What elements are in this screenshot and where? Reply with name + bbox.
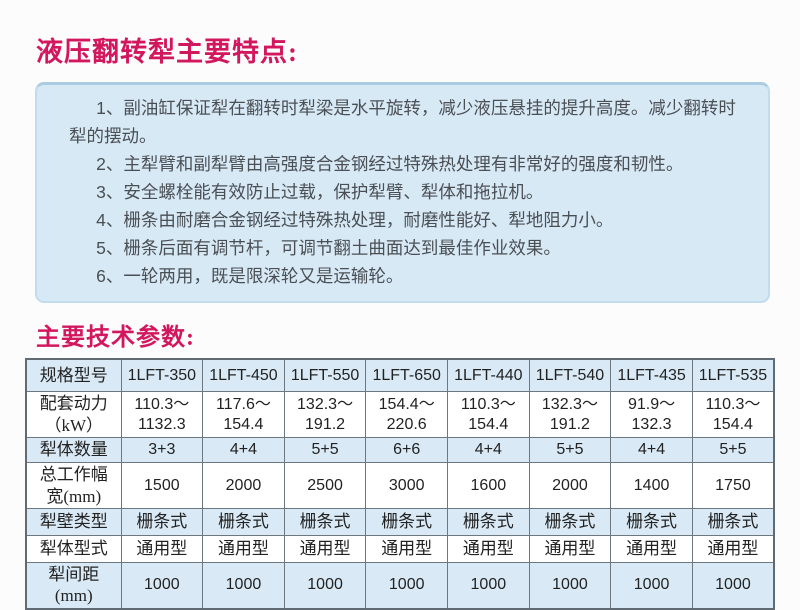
table-cell: 栅条式 (202, 508, 285, 536)
table-cell: 栅条式 (691, 508, 775, 536)
table-row: 总工作幅 宽(mm) 1500 2000 2500 3000 1600 2000 1400 17… (25, 462, 775, 509)
table-cell: 4+4 (610, 437, 693, 463)
table-cell: 通用型 (283, 535, 367, 563)
table-cell: 通用型 (365, 535, 448, 563)
feature-item: 1、副油缸保证犁在翻转时犁梁是水平旋转，减少液压悬挂的提升高度。减少翻转时犁的摆… (69, 98, 736, 146)
table-cell: 132.3～ 191.2 (283, 391, 367, 438)
table-cell: 154.4～ 220.6 (365, 391, 448, 438)
table-header-model: 1LFT-550 (283, 358, 367, 392)
row-label: 犁壁类型 (25, 508, 122, 536)
table-cell: 1000 (610, 562, 693, 609)
table-row: 犁间距 (mm) 1000 1000 1000 1000 1000 1000 1000 1000 (25, 562, 775, 609)
row-label: 配套动力 （kW） (25, 391, 122, 438)
table-cell: 1600 (447, 462, 530, 509)
table-cell: 1000 (447, 562, 530, 609)
feature-item: 3、安全螺栓能有效防止过载，保护犁臂、犁体和拖拉机。 (96, 182, 544, 202)
table-cell: 栅条式 (120, 508, 204, 536)
table-cell: 117.6～ 154.4 (202, 391, 285, 438)
table-header-label: 规格型号 (25, 358, 122, 392)
table-cell: 110.3～ 1132.3 (120, 391, 204, 438)
table-row: 犁壁类型 栅条式 栅条式 栅条式 栅条式 栅条式 栅条式 栅条式 栅条式 (25, 508, 775, 536)
feature-item: 6、一轮两用，既是限深轮又是运输轮。 (96, 266, 404, 286)
table-header-model: 1LFT-350 (120, 358, 204, 392)
table-header-row: 规格型号 1LFT-350 1LFT-450 1LFT-550 1LFT-650 1LFT… (25, 358, 775, 392)
row-label: 总工作幅 宽(mm) (25, 462, 122, 509)
table-header-model: 1LFT-535 (691, 358, 775, 392)
table-cell: 2000 (528, 462, 612, 509)
table-cell: 1400 (610, 462, 693, 509)
table-cell: 2000 (202, 462, 285, 509)
table-cell: 栅条式 (610, 508, 693, 536)
table-cell: 110.3～ 154.4 (691, 391, 775, 438)
table-cell: 通用型 (528, 535, 612, 563)
table-cell: 4+4 (202, 437, 285, 463)
table-header-model: 1LFT-540 (528, 358, 612, 392)
row-label: 犁间距 (mm) (25, 562, 122, 609)
table-cell: 1500 (120, 462, 204, 509)
table-cell: 1000 (365, 562, 448, 609)
specs-title: 主要技术参数: (36, 325, 195, 351)
table-cell: 1000 (691, 562, 775, 609)
table-cell: 4+4 (447, 437, 530, 463)
table-cell: 栅条式 (528, 508, 612, 536)
table-cell: 5+5 (528, 437, 612, 463)
specs-table: 规格型号 1LFT-350 1LFT-450 1LFT-550 1LFT-650 1LFT… (25, 358, 775, 610)
table-cell: 通用型 (610, 535, 693, 563)
table-cell: 3+3 (120, 437, 204, 463)
table-cell: 6+6 (365, 437, 448, 463)
feature-item: 5、栅条后面有调节杆，可调节翻土曲面达到最佳作业效果。 (96, 238, 561, 258)
table-cell: 5+5 (283, 437, 367, 463)
table-row: 犁体数量 3+3 4+4 5+5 6+6 4+4 5+5 4+4 5+5 (25, 437, 775, 463)
table-cell: 5+5 (691, 437, 775, 463)
table-header-model: 1LFT-650 (365, 358, 448, 392)
row-label: 犁体型式 (25, 535, 122, 563)
feature-item: 2、主犁臂和副犁臂由高强度合金钢经过特殊热处理有非常好的强度和韧性。 (96, 154, 684, 174)
table-cell: 通用型 (447, 535, 530, 563)
table-cell: 1000 (202, 562, 285, 609)
table-header-model: 1LFT-440 (447, 358, 530, 392)
table-cell: 2500 (283, 462, 367, 509)
table-cell: 通用型 (691, 535, 775, 563)
features-title: 液压翻转犁主要特点: (36, 37, 298, 67)
table-cell: 110.3～ 154.4 (447, 391, 530, 438)
table-cell: 132.3～ 191.2 (528, 391, 612, 438)
table-cell: 3000 (365, 462, 448, 509)
table-header-model: 1LFT-435 (610, 358, 693, 392)
table-cell: 通用型 (120, 535, 204, 563)
feature-item: 4、栅条由耐磨合金钢经过特殊热处理，耐磨性能好、犁地阻力小。 (96, 210, 614, 230)
table-cell: 91.9～ 132.3 (610, 391, 693, 438)
table-cell: 1000 (120, 562, 204, 609)
table-row: 犁体型式 通用型 通用型 通用型 通用型 通用型 通用型 通用型 通用型 (25, 535, 775, 563)
table-cell: 栅条式 (283, 508, 367, 536)
row-label: 犁体数量 (25, 437, 122, 463)
table-cell: 1000 (283, 562, 367, 609)
table-cell: 栅条式 (365, 508, 448, 536)
table-header-model: 1LFT-450 (202, 358, 285, 392)
table-cell: 栅条式 (447, 508, 530, 536)
table-cell: 1000 (528, 562, 612, 609)
table-cell: 通用型 (202, 535, 285, 563)
features-box: 1、副油缸保证犁在翻转时犁梁是水平旋转，减少液压悬挂的提升高度。减少翻转时犁的摆… (35, 82, 770, 303)
table-row: 配套动力 （kW） 110.3～ 1132.3 117.6～ 154.4 132.3～… (25, 391, 775, 438)
table-cell: 1750 (691, 462, 775, 509)
